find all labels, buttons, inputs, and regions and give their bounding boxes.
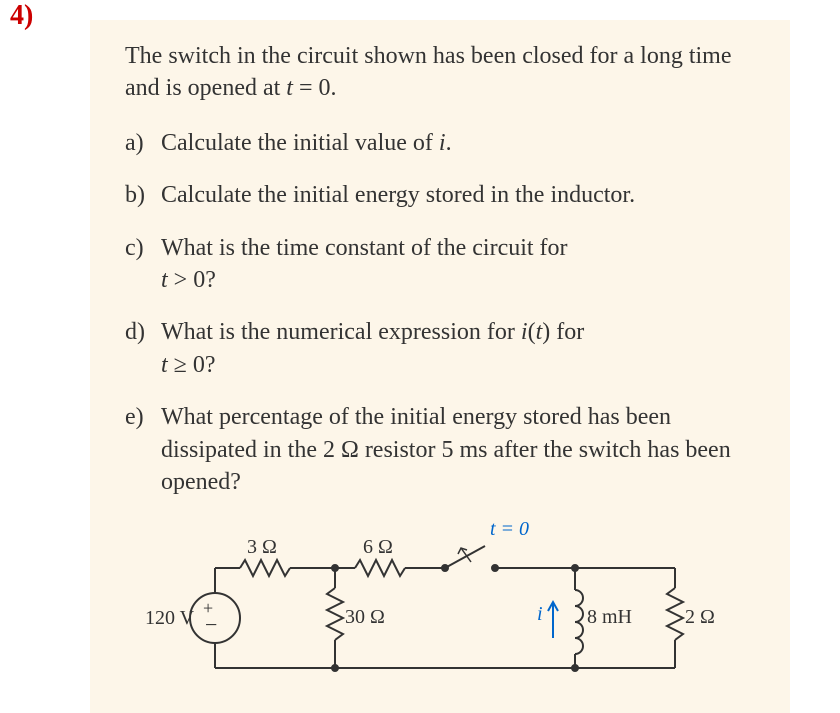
item-a-rest: . xyxy=(446,130,452,156)
circuit-svg: + − xyxy=(145,518,705,688)
item-c: c) What is the time constant of the circ… xyxy=(125,232,755,297)
problem-number: 4) xyxy=(10,0,33,32)
item-c-label: c) xyxy=(125,232,144,264)
voltage-label: 120 V xyxy=(145,607,194,630)
r3-label: 30 Ω xyxy=(345,606,385,629)
r4-label: 2 Ω xyxy=(685,606,715,629)
item-e-label: e) xyxy=(125,401,144,433)
r1-label: 3 Ω xyxy=(247,536,277,559)
current-label: i xyxy=(537,603,543,626)
item-a: a) Calculate the initial value of i. xyxy=(125,127,755,159)
item-d-paren: ( xyxy=(528,319,536,345)
svg-text:−: − xyxy=(205,612,217,637)
item-d-line2var: t xyxy=(161,352,168,378)
item-b-text: Calculate the initial energy stored in t… xyxy=(161,182,635,208)
item-d-line2rest: ≥ 0? xyxy=(168,352,216,378)
item-b: b) Calculate the initial energy stored i… xyxy=(125,179,755,211)
item-c-text1: What is the time constant of the circuit… xyxy=(161,235,568,261)
item-d-var1: i xyxy=(521,319,528,345)
item-a-text: Calculate the initial value of xyxy=(161,130,439,156)
intro-text: The switch in the circuit shown has been… xyxy=(125,40,755,105)
item-a-label: a) xyxy=(125,127,144,159)
item-d-text1: What is the numerical expression for xyxy=(161,319,521,345)
r2-label: 6 Ω xyxy=(363,536,393,559)
item-e: e) What percentage of the initial energy… xyxy=(125,401,755,498)
item-d-label: d) xyxy=(125,316,145,348)
inductor-label: 8 mH xyxy=(587,606,632,629)
circuit-diagram: + − xyxy=(145,518,705,688)
intro-main: The switch in the circuit shown has been… xyxy=(125,43,732,101)
intro-var: t xyxy=(286,75,293,101)
item-e-text: What percentage of the initial energy st… xyxy=(161,404,731,495)
problem-content: The switch in the circuit shown has been… xyxy=(90,20,790,713)
item-a-var: i xyxy=(439,130,446,156)
item-d-rest1: ) for xyxy=(542,319,584,345)
intro-rest: = 0. xyxy=(293,75,337,101)
item-d: d) What is the numerical expression for … xyxy=(125,316,755,381)
switch-label: t = 0 xyxy=(490,518,529,541)
item-b-label: b) xyxy=(125,179,145,211)
item-c-line2var: t xyxy=(161,267,168,293)
item-c-line2rest: > 0? xyxy=(168,267,216,293)
